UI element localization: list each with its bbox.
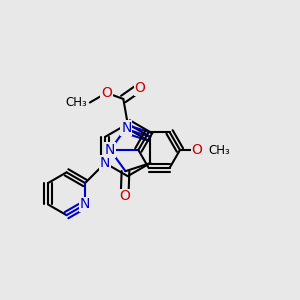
Text: N: N xyxy=(105,143,115,157)
Text: O: O xyxy=(191,143,202,157)
Text: O: O xyxy=(101,86,112,100)
Text: N: N xyxy=(121,121,132,135)
Text: N: N xyxy=(100,156,110,170)
Text: N: N xyxy=(80,197,90,212)
Text: CH₃: CH₃ xyxy=(209,143,230,157)
Text: O: O xyxy=(119,189,130,203)
Text: CH₃: CH₃ xyxy=(66,96,88,109)
Text: O: O xyxy=(134,81,145,95)
